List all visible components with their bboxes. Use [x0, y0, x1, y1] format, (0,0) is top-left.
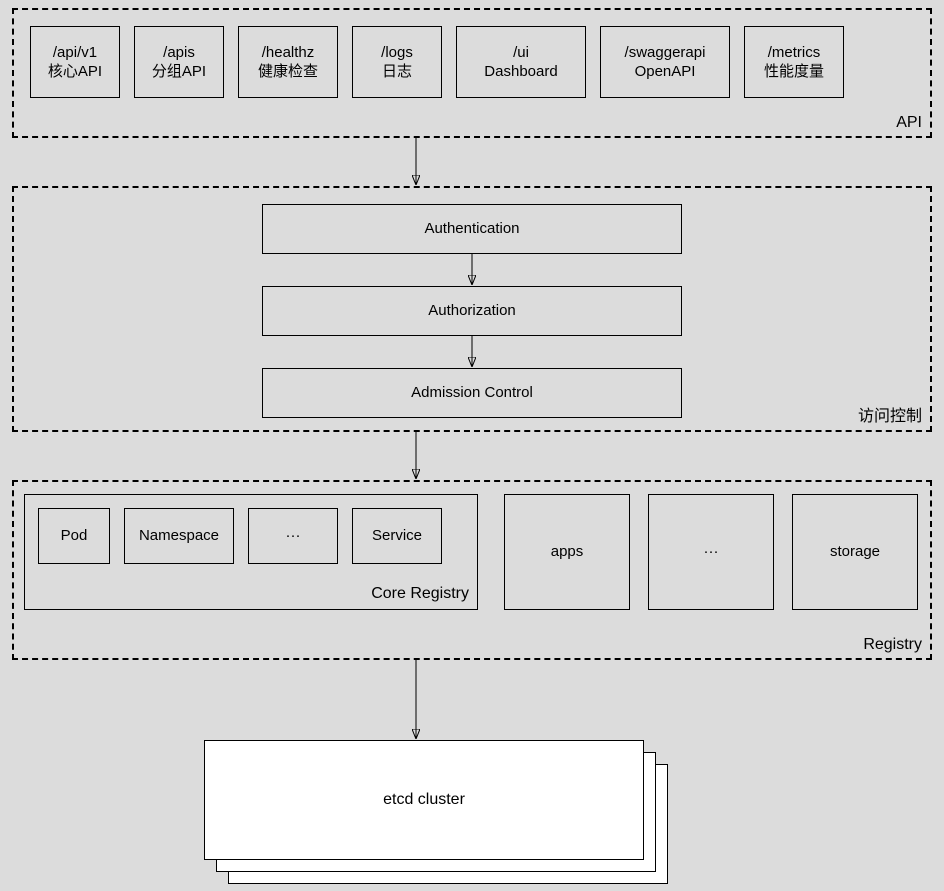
api-box-apis: /apis 分组API: [134, 26, 224, 98]
reg-apps: apps: [504, 494, 630, 610]
authentication-box: Authentication: [262, 204, 682, 254]
diagram-canvas: API /api/v1 核心API /apis 分组API /healthz 健…: [0, 0, 944, 891]
box-label: Namespace: [139, 526, 219, 546]
box-label: Authentication: [424, 219, 519, 239]
core-reg-namespace: Namespace: [124, 508, 234, 564]
reg-ellipsis: ···: [648, 494, 774, 610]
core-reg-ellipsis: ···: [248, 508, 338, 564]
api-box-metrics: /metrics 性能度量: [744, 26, 844, 98]
box-label: Admission Control: [411, 383, 533, 403]
api-box-line2: OpenAPI: [635, 62, 696, 82]
api-box-swagger: /swaggerapi OpenAPI: [600, 26, 730, 98]
api-box-healthz: /healthz 健康检查: [238, 26, 338, 98]
core-reg-service: Service: [352, 508, 442, 564]
box-label: Pod: [61, 526, 88, 546]
api-box-line1: /api/v1: [53, 43, 97, 63]
api-box-line2: 分组API: [152, 62, 206, 82]
api-box-line1: /apis: [163, 43, 195, 63]
etcd-cluster-stack: etcd cluster: [204, 740, 668, 884]
api-box-apiv1: /api/v1 核心API: [30, 26, 120, 98]
api-box-line1: /metrics: [768, 43, 821, 63]
api-box-line1: /ui: [513, 43, 529, 63]
box-label: apps: [551, 542, 584, 562]
core-reg-pod: Pod: [38, 508, 110, 564]
core-registry-label: Core Registry: [371, 584, 469, 605]
box-label: Service: [372, 526, 422, 546]
authorization-box: Authorization: [262, 286, 682, 336]
api-panel-label: API: [896, 114, 922, 132]
box-label: Authorization: [428, 301, 516, 321]
admission-control-box: Admission Control: [262, 368, 682, 418]
api-box-line1: /logs: [381, 43, 413, 63]
reg-storage: storage: [792, 494, 918, 610]
box-label: ···: [286, 526, 301, 546]
access-panel-label: 访问控制: [858, 402, 922, 426]
box-label: storage: [830, 542, 880, 562]
api-box-ui: /ui Dashboard: [456, 26, 586, 98]
etcd-layer-1: etcd cluster: [204, 740, 644, 860]
api-box-line2: 核心API: [48, 62, 102, 82]
api-box-line2: Dashboard: [484, 62, 557, 82]
etcd-label: etcd cluster: [383, 791, 465, 809]
api-box-line2: 性能度量: [764, 62, 824, 82]
api-box-logs: /logs 日志: [352, 26, 442, 98]
registry-panel-label: Registry: [863, 636, 922, 654]
api-box-line2: 日志: [382, 62, 412, 82]
box-label: ···: [704, 542, 719, 562]
api-box-line1: /healthz: [262, 43, 315, 63]
api-box-line2: 健康检查: [258, 62, 318, 82]
api-box-line1: /swaggerapi: [625, 43, 706, 63]
